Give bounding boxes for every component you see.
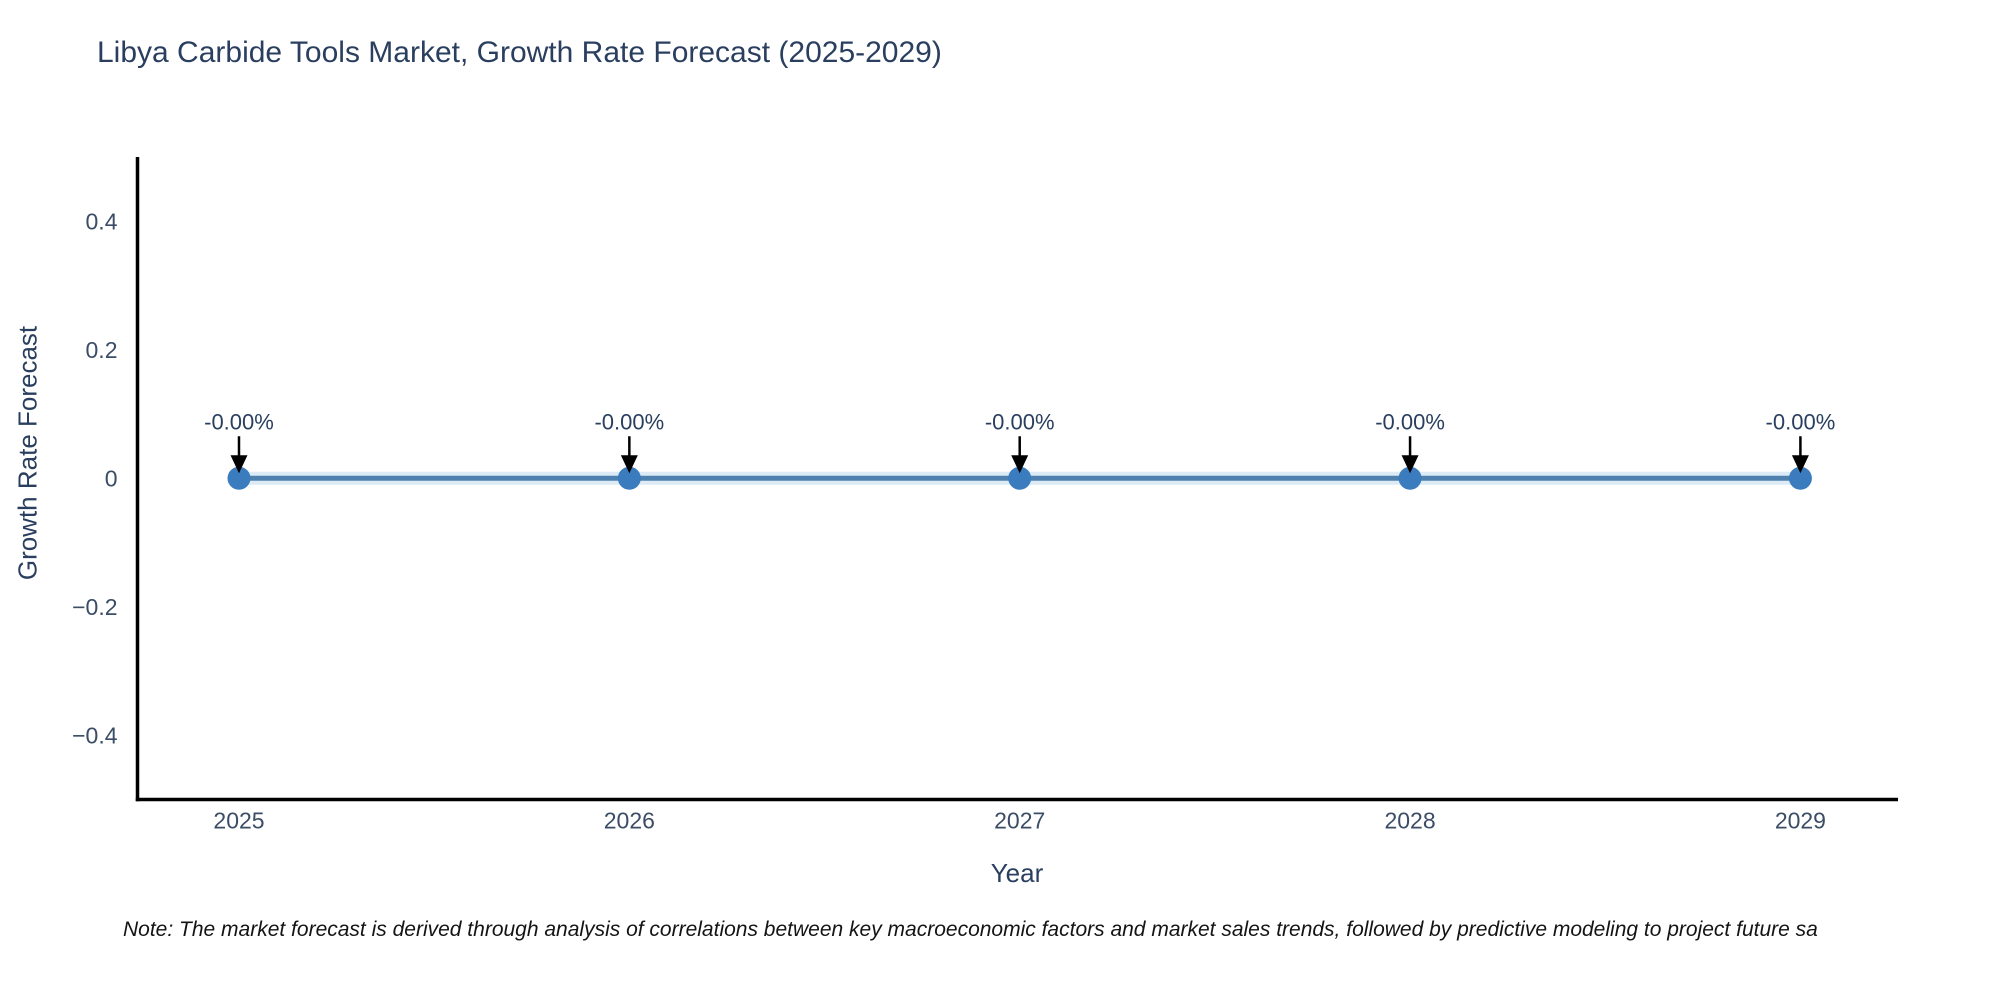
y-tick-label: 0.2 [86,337,118,363]
y-tick-label: 0 [105,465,118,491]
x-tick-label: 2025 [213,808,264,834]
x-tick-label: 2029 [1775,808,1826,834]
y-tick-label: 0.4 [86,208,118,234]
data-point-label: -0.00% [1766,409,1836,434]
data-point-marker [617,466,641,490]
data-point-marker [227,466,251,490]
y-tick-label: −0.4 [72,722,118,748]
annotation-arrow-head [1401,455,1419,474]
x-axis-title: Year [990,858,1044,888]
data-point-label: -0.00% [204,409,274,434]
data-point-marker [1788,466,1812,490]
annotation-arrow-head [620,455,638,474]
footnote-text: Note: The market forecast is derived thr… [123,918,1818,941]
x-tick-label: 2028 [1384,808,1435,834]
data-point-marker [1398,466,1422,490]
y-tick-label: −0.2 [72,594,117,620]
annotation-arrow-head [230,455,248,474]
annotation-arrow-head [1791,455,1809,474]
data-point-label: -0.00% [1375,409,1445,434]
data-point-label: -0.00% [985,409,1055,434]
annotation-arrow-head [1011,455,1029,474]
data-point-label: -0.00% [594,409,664,434]
x-tick-label: 2027 [994,808,1045,834]
data-point-marker [1008,466,1032,490]
chart-title: Libya Carbide Tools Market, Growth Rate … [97,36,942,69]
x-tick-label: 2026 [604,808,655,834]
